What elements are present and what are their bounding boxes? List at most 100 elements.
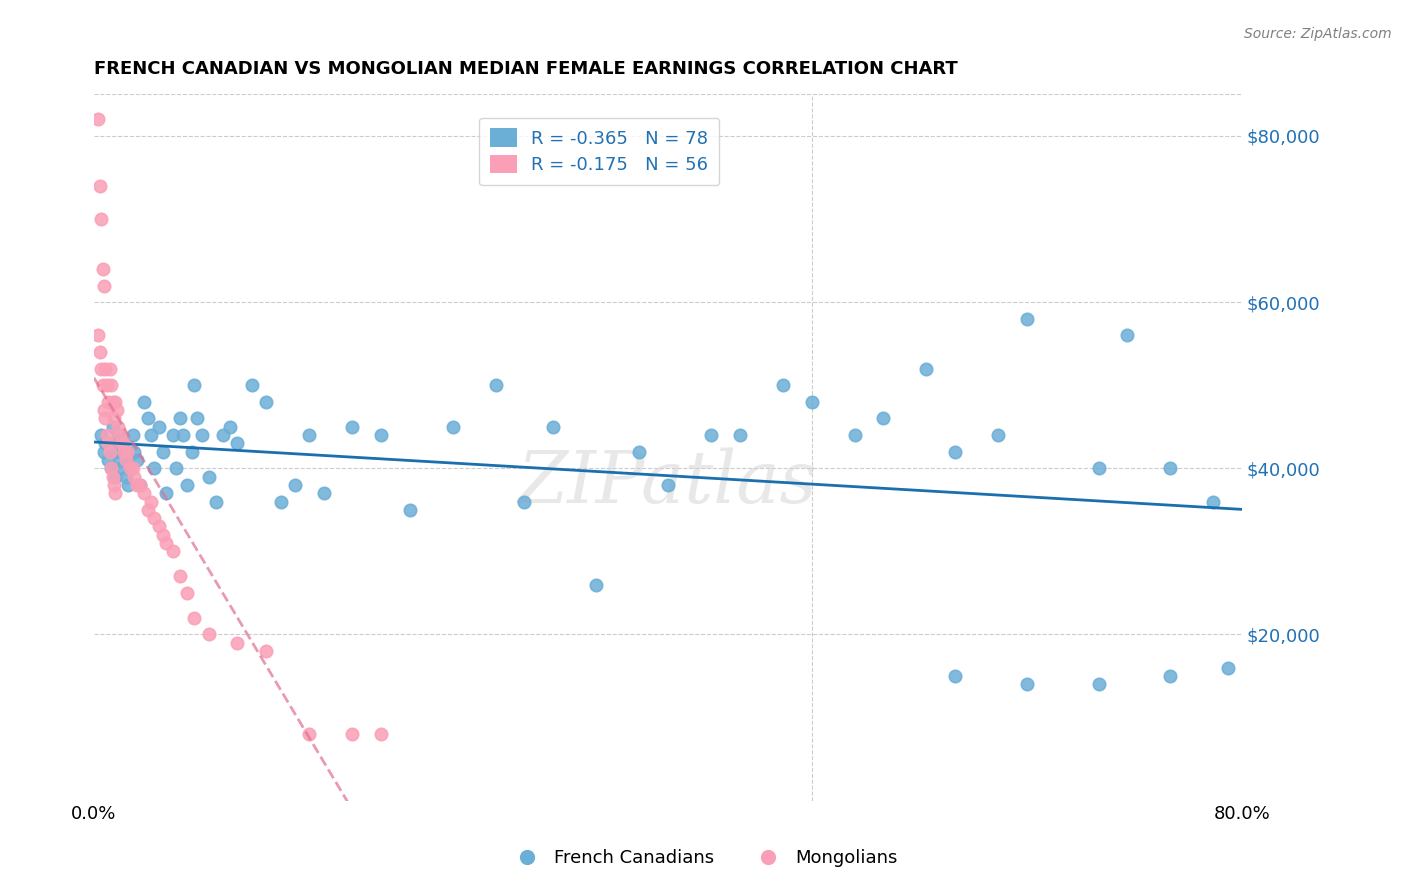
Point [226, 436, 249, 450]
Point [141, 494, 163, 508]
Point [115, 453, 138, 467]
Point [657, 478, 679, 492]
Point [134, 486, 156, 500]
Point [87, 112, 110, 127]
Point [90, 361, 112, 376]
Point [138, 503, 160, 517]
Point [107, 419, 129, 434]
Point [90, 212, 112, 227]
Point [205, 494, 228, 508]
Point [240, 378, 263, 392]
Point [872, 411, 894, 425]
Legend: R = -0.365   N = 78, R = -0.175   N = 56: R = -0.365 N = 78, R = -0.175 N = 56 [479, 118, 720, 186]
Point [183, 611, 205, 625]
Point [91, 261, 114, 276]
Point [93, 278, 115, 293]
Point [197, 469, 219, 483]
Point [1087, 461, 1109, 475]
Point [298, 428, 321, 442]
Point [105, 436, 128, 450]
Point [107, 428, 129, 442]
Point [115, 444, 138, 458]
Point [700, 428, 723, 442]
Point [98, 444, 121, 458]
Point [101, 469, 124, 483]
Point [114, 469, 136, 483]
Point [89, 178, 111, 193]
Point [111, 436, 134, 450]
Point [628, 444, 651, 458]
Point [104, 394, 127, 409]
Point [152, 444, 174, 458]
Point [169, 569, 191, 583]
Point [128, 478, 150, 492]
Point [128, 478, 150, 492]
Point [312, 486, 335, 500]
Point [1116, 328, 1139, 343]
Point [94, 436, 117, 450]
Point [180, 444, 202, 458]
Point [513, 494, 536, 508]
Text: Source: ZipAtlas.com: Source: ZipAtlas.com [1244, 27, 1392, 41]
Point [176, 586, 198, 600]
Point [169, 411, 191, 425]
Point [186, 411, 208, 425]
Point [254, 644, 277, 658]
Point [98, 361, 121, 376]
Point [122, 469, 145, 483]
Point [141, 428, 163, 442]
Point [270, 494, 292, 508]
Point [114, 453, 136, 467]
Point [93, 444, 115, 458]
Point [915, 361, 938, 376]
Point [118, 461, 141, 475]
Point [943, 669, 966, 683]
Point [103, 411, 125, 425]
Point [370, 727, 392, 741]
Point [94, 361, 117, 376]
Point [121, 461, 143, 475]
Point [183, 378, 205, 392]
Point [1216, 661, 1239, 675]
Point [100, 461, 122, 475]
Point [103, 478, 125, 492]
Point [96, 378, 118, 392]
Point [112, 444, 135, 458]
Point [87, 328, 110, 343]
Point [111, 436, 134, 450]
Point [110, 461, 132, 475]
Point [134, 394, 156, 409]
Point [138, 411, 160, 425]
Point [298, 727, 321, 741]
Point [342, 727, 364, 741]
Point [943, 444, 966, 458]
Point [94, 411, 117, 425]
Point [1015, 311, 1038, 326]
Point [844, 428, 866, 442]
Point [97, 436, 120, 450]
Point [541, 419, 564, 434]
Point [104, 486, 127, 500]
Point [197, 627, 219, 641]
Point [112, 444, 135, 458]
Point [165, 461, 187, 475]
Point [103, 444, 125, 458]
Point [125, 478, 148, 492]
Point [342, 419, 364, 434]
Point [108, 453, 131, 467]
Point [122, 444, 145, 458]
Point [121, 428, 143, 442]
Point [104, 469, 127, 483]
Legend: French Canadians, Mongolians: French Canadians, Mongolians [502, 842, 904, 874]
Point [728, 428, 751, 442]
Point [162, 544, 184, 558]
Point [1159, 669, 1181, 683]
Point [90, 428, 112, 442]
Point [162, 428, 184, 442]
Point [1015, 677, 1038, 691]
Point [143, 511, 166, 525]
Point [118, 461, 141, 475]
Point [143, 461, 166, 475]
Point [800, 394, 823, 409]
Point [110, 436, 132, 450]
